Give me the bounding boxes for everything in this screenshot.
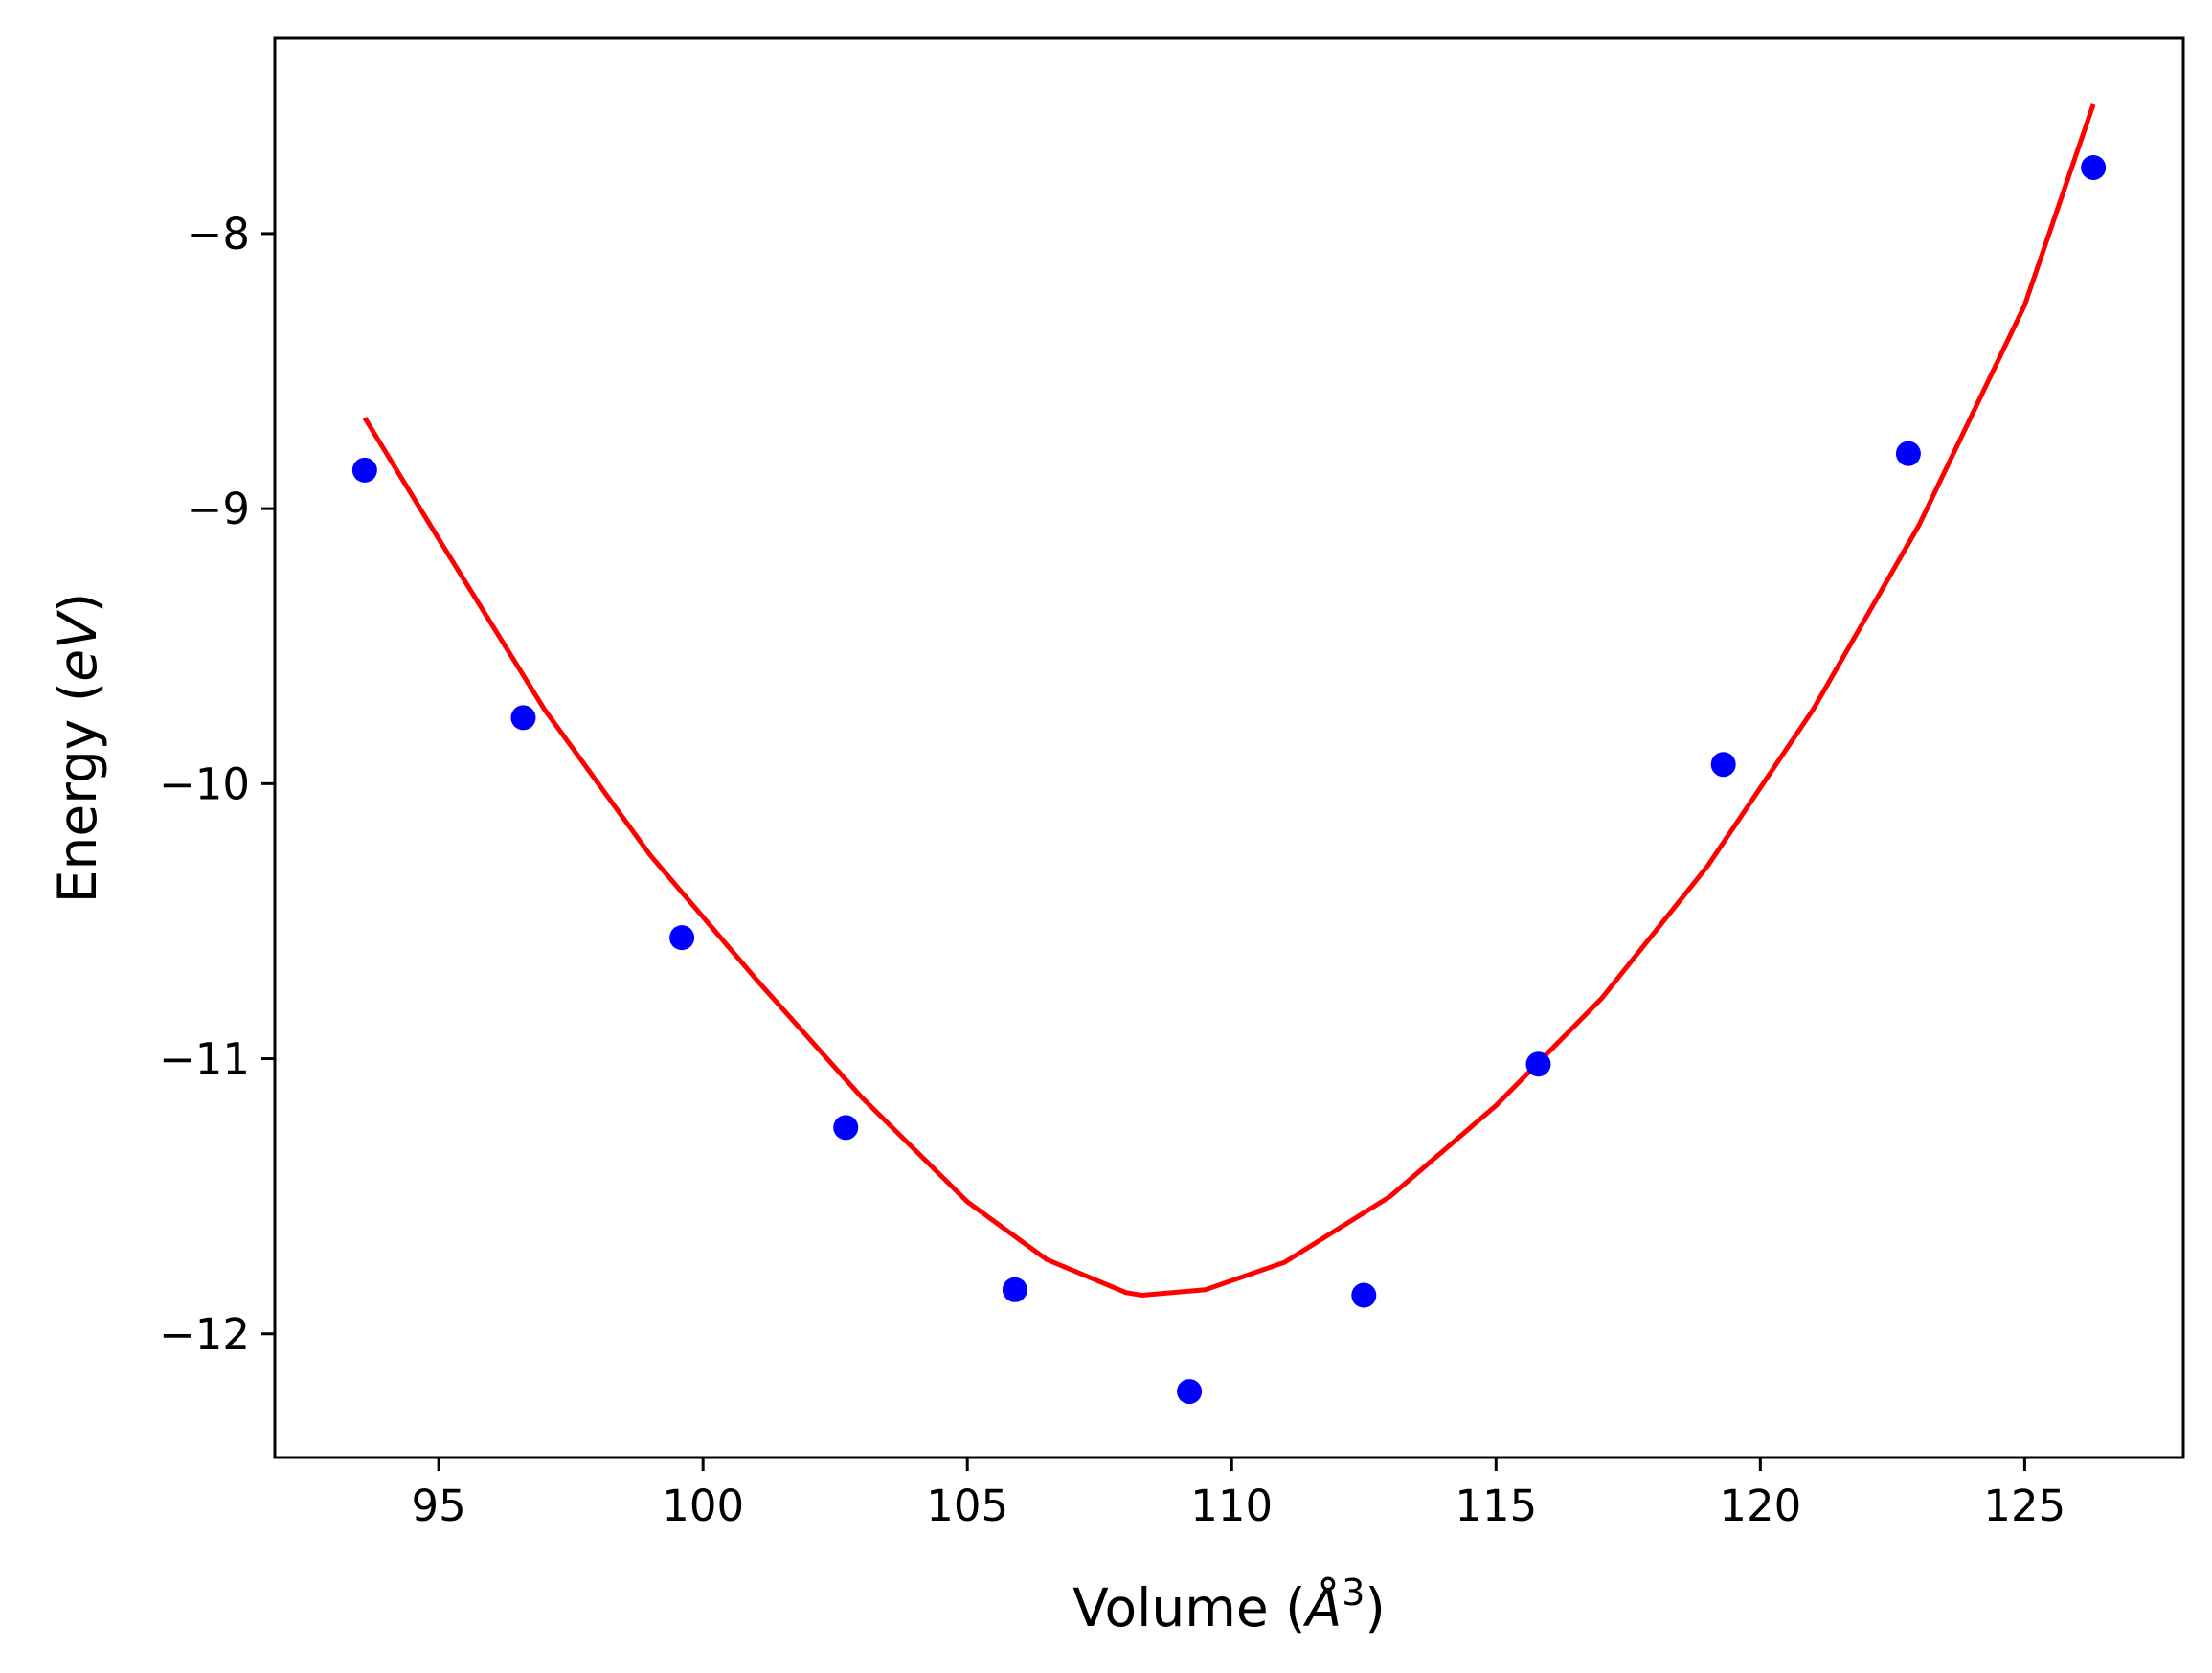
data-point xyxy=(1525,1051,1551,1077)
data-points xyxy=(351,154,2107,1405)
y-tick-label: −11 xyxy=(159,1034,250,1085)
data-point xyxy=(669,925,695,951)
x-tick-label: 120 xyxy=(1719,1481,1801,1531)
data-point xyxy=(1177,1379,1203,1405)
y-axis-label-suffix: ) xyxy=(47,593,108,613)
x-tick-label: 115 xyxy=(1455,1481,1537,1531)
data-point xyxy=(510,705,536,731)
x-tick-label: 100 xyxy=(662,1481,744,1531)
data-point xyxy=(1351,1282,1377,1308)
data-point xyxy=(1710,752,1736,778)
fit-curve-line xyxy=(362,103,2096,1299)
x-axis-label-symbol: Å xyxy=(1303,1576,1343,1639)
data-point xyxy=(1002,1277,1027,1302)
x-axis-label-prefix: Volume ( xyxy=(1072,1577,1306,1639)
x-axis-label-suffix: ) xyxy=(1365,1577,1385,1639)
y-axis-ticks: −8 −9 −10 −11 −12 xyxy=(159,209,275,1360)
plot-area-frame xyxy=(273,36,2185,1459)
data-point xyxy=(2081,154,2107,180)
y-axis-label: Energy (eV) xyxy=(47,593,108,903)
data-point xyxy=(833,1115,859,1141)
data-point xyxy=(351,457,377,483)
x-axis-label-exponent: 3 xyxy=(1342,1571,1365,1614)
x-tick-label: 125 xyxy=(1983,1481,2065,1531)
y-tick-label: −12 xyxy=(159,1309,250,1360)
x-tick-label: 110 xyxy=(1190,1481,1273,1531)
y-tick-label: −10 xyxy=(159,758,250,809)
data-point xyxy=(1895,441,1921,466)
y-axis-label-unit: eV xyxy=(47,610,108,682)
x-tick-label: 105 xyxy=(926,1481,1008,1531)
y-axis-label-prefix: Energy ( xyxy=(47,682,108,904)
x-tick-label: 95 xyxy=(412,1481,466,1531)
y-tick-label: −8 xyxy=(187,209,250,260)
x-axis-ticks: 95 100 105 110 115 120 125 xyxy=(412,1458,2065,1531)
x-axis-label: Volume (Å3) xyxy=(1072,1571,1386,1639)
y-tick-label: −9 xyxy=(187,484,250,534)
